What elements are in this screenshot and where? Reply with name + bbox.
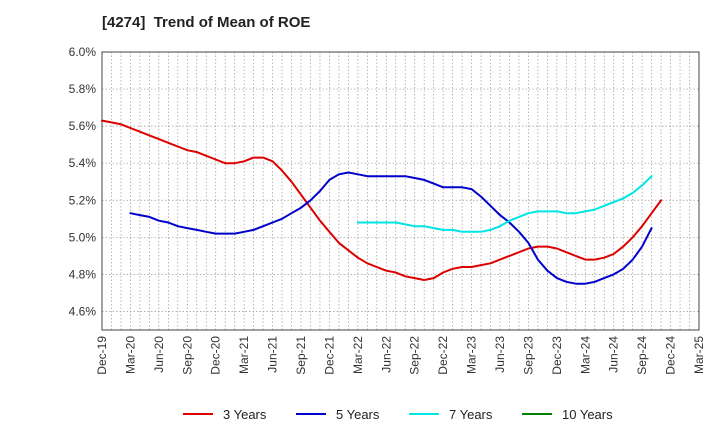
y-tick-label: 5.2% — [69, 193, 97, 207]
series-line-7-years — [356, 175, 653, 233]
legend-label: 10 Years — [562, 407, 613, 422]
x-axis-ticks: Dec-19 Mar-20 Jun-20 Sep-20 Dec-20 Mar-21 Jun-… — [95, 336, 706, 375]
x-tick-label: Jun-23 — [493, 336, 507, 373]
x-tick-label: Jun-21 — [266, 336, 280, 373]
series-line-5-years — [129, 171, 653, 285]
x-tick-label: Dec-23 — [550, 336, 564, 375]
x-tick-label: Dec-19 — [95, 336, 109, 375]
x-tick-label: Mar-22 — [351, 336, 365, 374]
y-tick-label: 5.8% — [69, 82, 97, 96]
x-tick-label: Jun-20 — [152, 336, 166, 373]
legend-label: 7 Years — [449, 407, 493, 422]
y-tick-label: 5.6% — [69, 119, 97, 133]
legend-label: 5 Years — [336, 407, 380, 422]
x-tick-label: Mar-24 — [578, 336, 592, 374]
x-tick-label: Mar-25 — [692, 336, 706, 374]
y-axis-ticks: 4.6% 4.8% 5.0% 5.2% 5.4% 5.6% 5.8% 6.0% — [69, 45, 97, 318]
x-tick-label: Mar-23 — [465, 336, 479, 374]
plot-area — [102, 52, 699, 330]
x-tick-label: Sep-23 — [521, 336, 535, 375]
x-tick-label: Dec-20 — [209, 336, 223, 375]
plot-border — [101, 51, 700, 331]
x-tick-label: Sep-22 — [408, 336, 422, 375]
x-tick-label: Sep-24 — [635, 336, 649, 375]
x-tick-label: Mar-20 — [123, 336, 137, 374]
series-layer — [101, 119, 663, 285]
x-tick-label: Jun-22 — [379, 336, 393, 373]
vertical-gridlines — [111, 52, 690, 330]
x-tick-label: Dec-21 — [322, 336, 336, 375]
x-tick-label: Dec-22 — [436, 336, 450, 375]
y-tick-label: 4.6% — [69, 304, 97, 318]
y-tick-label: 5.0% — [69, 230, 97, 244]
chart-title: [4274] Trend of Mean of ROE — [102, 14, 311, 31]
legend: 3 Years 5 Years 7 Years 10 Years — [183, 407, 613, 422]
y-tick-label: 4.8% — [69, 267, 97, 281]
x-tick-label: Sep-20 — [180, 336, 194, 375]
x-tick-label: Mar-21 — [237, 336, 251, 374]
y-tick-label: 5.4% — [69, 156, 97, 170]
legend-label: 3 Years — [223, 407, 267, 422]
y-tick-label: 6.0% — [69, 45, 97, 59]
x-tick-label: Jun-24 — [607, 336, 621, 373]
x-tick-label: Dec-24 — [664, 336, 678, 375]
series-line-3-years — [101, 119, 663, 281]
x-tick-label: Sep-21 — [294, 336, 308, 375]
